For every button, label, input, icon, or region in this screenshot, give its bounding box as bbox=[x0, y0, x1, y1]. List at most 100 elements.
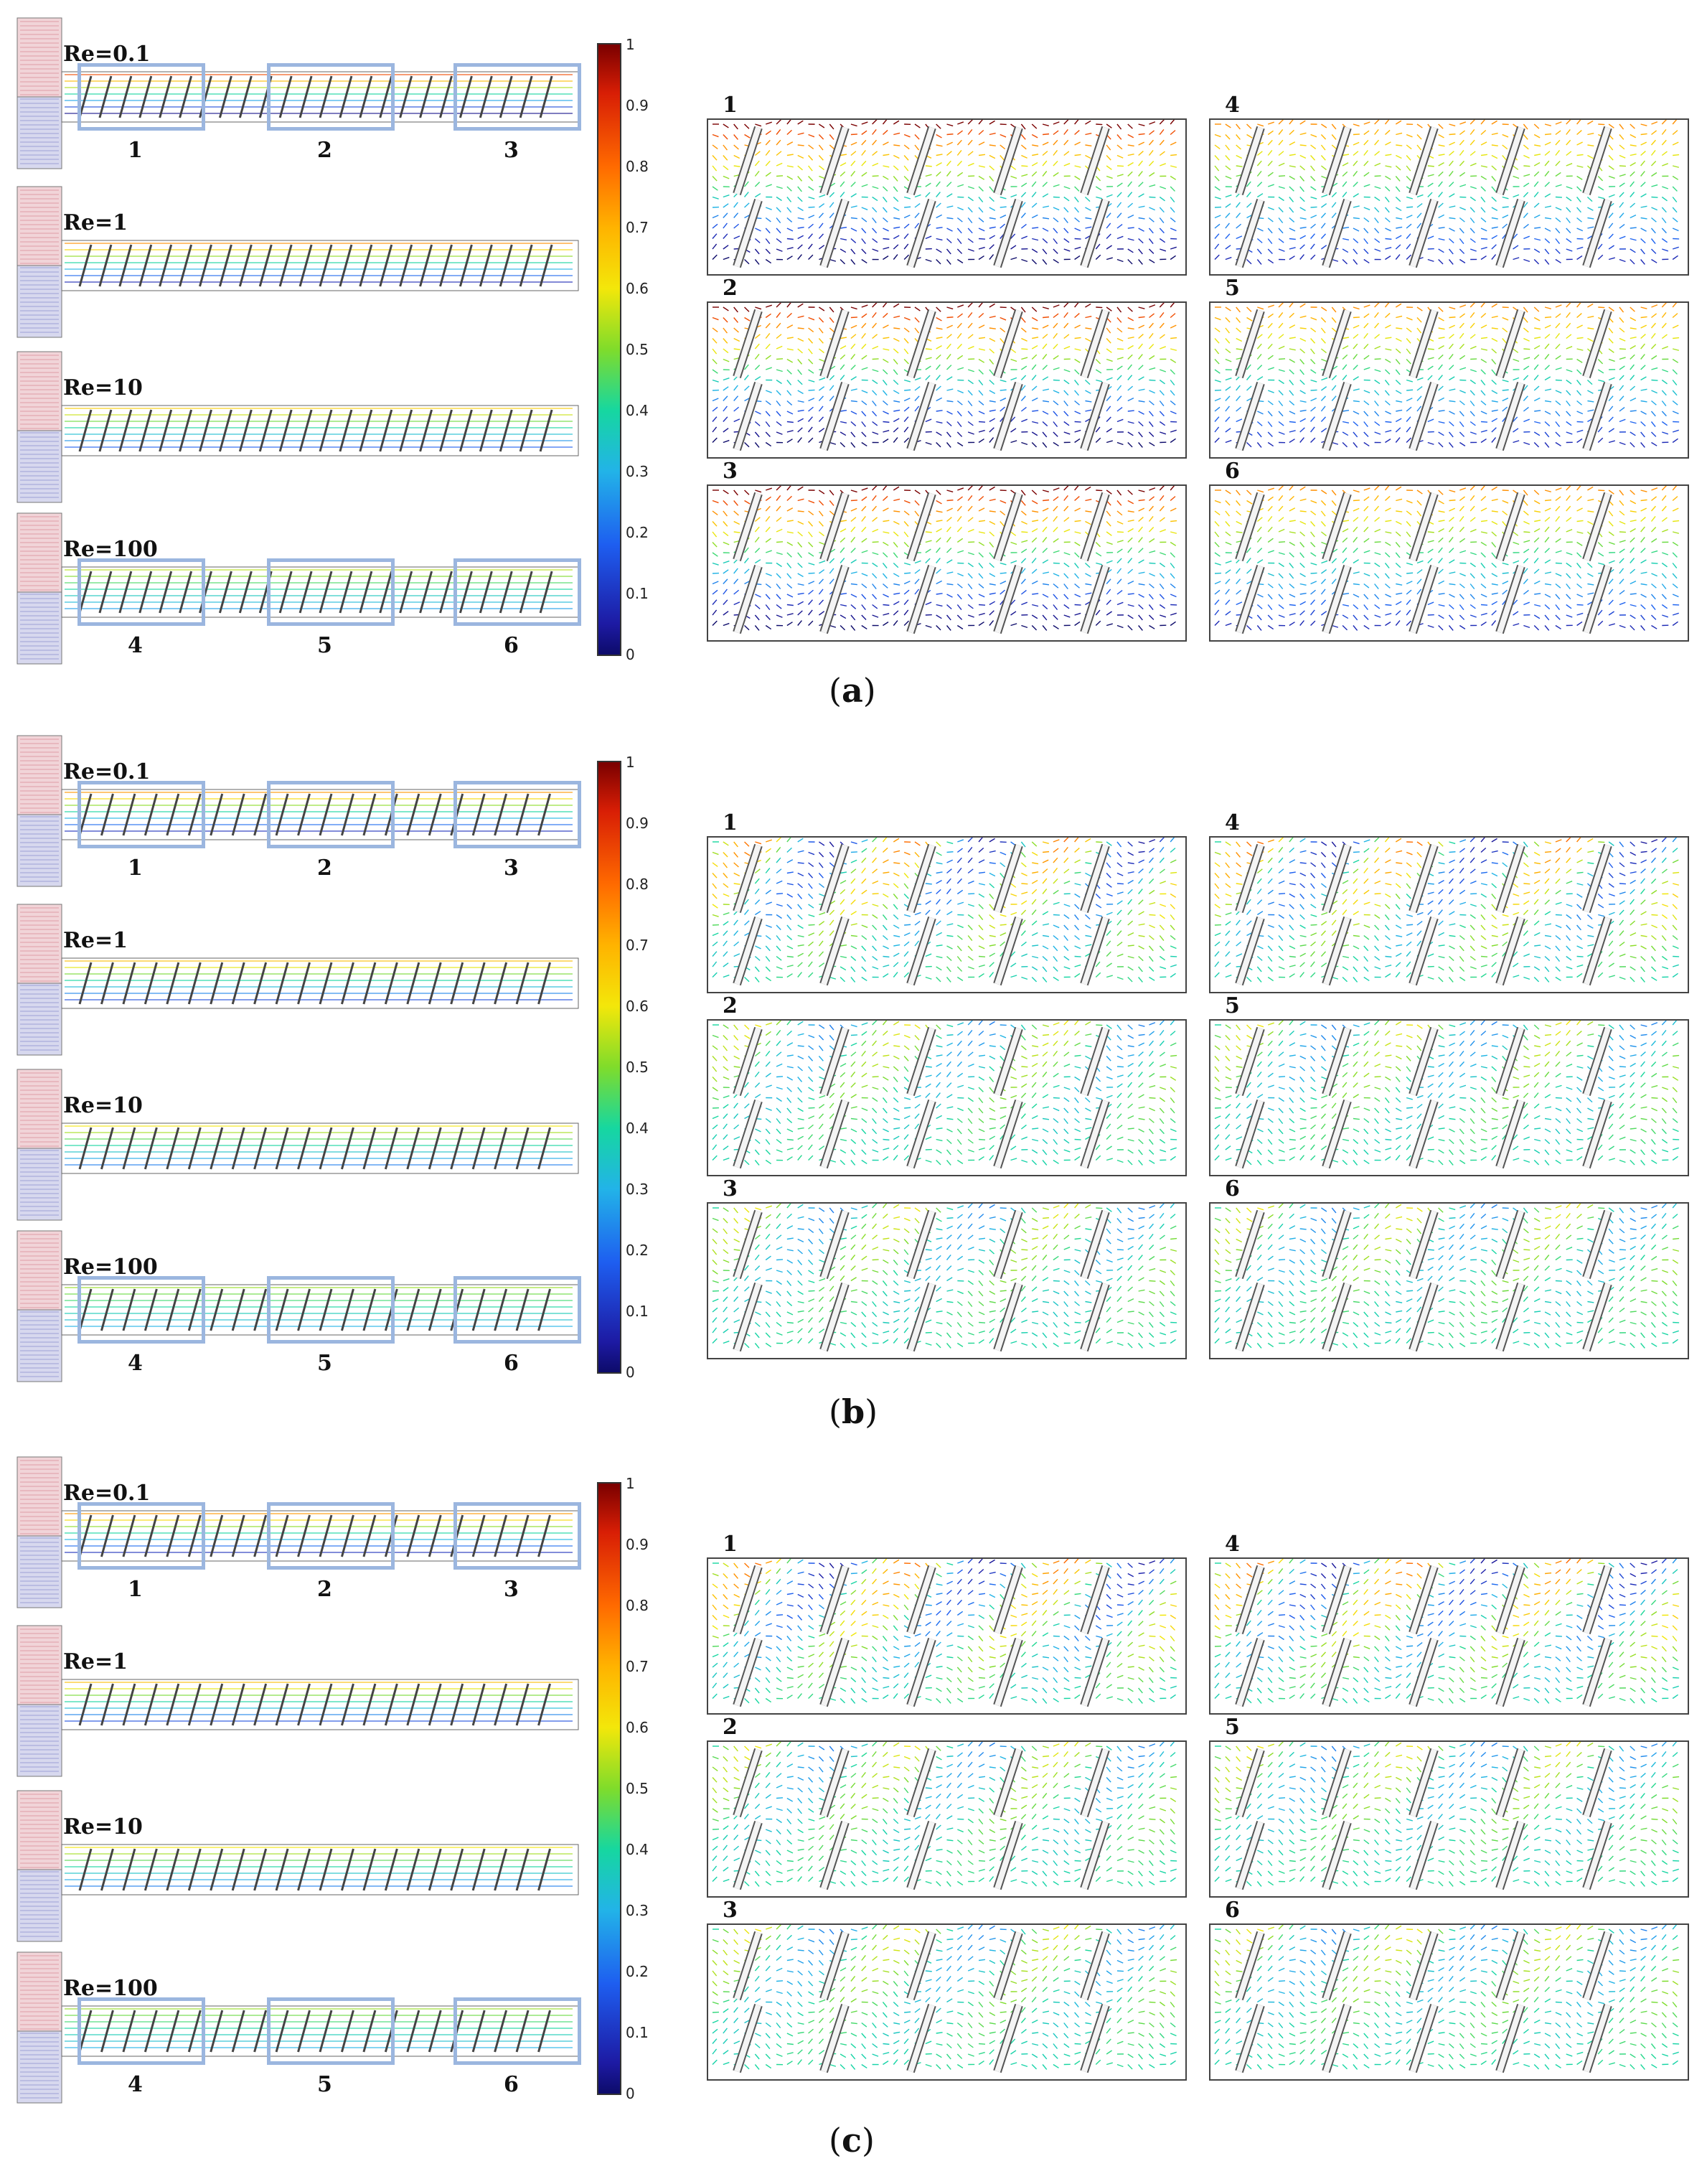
baffle bbox=[122, 1683, 136, 1726]
baffle bbox=[187, 1288, 202, 1331]
baffle bbox=[298, 75, 313, 118]
re-label: Re=100 bbox=[63, 1976, 158, 2001]
baffle bbox=[275, 1683, 289, 1726]
baffle bbox=[78, 75, 93, 118]
zoom-panel-number: 3 bbox=[723, 1176, 738, 1201]
baffle bbox=[515, 1127, 530, 1170]
colorbar bbox=[597, 1482, 621, 2095]
baffle bbox=[494, 1288, 508, 1331]
zoom-panel bbox=[1209, 1019, 1689, 1176]
baffle bbox=[122, 793, 136, 836]
zoom-panel-number: 3 bbox=[723, 459, 738, 484]
colorbar-tick: 0.6 bbox=[626, 1719, 649, 1736]
baffle bbox=[384, 1848, 398, 1891]
baffle bbox=[231, 1514, 245, 1557]
baffle bbox=[179, 244, 193, 287]
velocity-vector-field bbox=[1214, 1204, 1680, 1352]
baffle bbox=[166, 1848, 180, 1891]
velocity-vector-field bbox=[1214, 838, 1680, 986]
baffle bbox=[339, 409, 353, 452]
panel-caption: (a) bbox=[829, 671, 876, 710]
zoom-panel-number: 5 bbox=[1225, 993, 1240, 1018]
baffle bbox=[298, 409, 313, 452]
baffle bbox=[166, 962, 180, 1005]
baffle bbox=[138, 571, 153, 614]
overview-flow-plot bbox=[17, 186, 579, 338]
zoom-panel bbox=[1209, 484, 1689, 642]
baffle bbox=[428, 1127, 442, 1170]
colorbar-tick: 0.6 bbox=[626, 998, 649, 1015]
baffle bbox=[341, 962, 354, 1005]
highlight-box-number: 6 bbox=[504, 633, 519, 658]
baffle bbox=[275, 1848, 289, 1891]
baffle bbox=[406, 962, 420, 1005]
baffle bbox=[231, 962, 245, 1005]
baffle bbox=[144, 2010, 158, 2053]
baffle bbox=[144, 1514, 158, 1557]
baffle bbox=[199, 409, 212, 452]
baffle bbox=[499, 244, 513, 287]
baffle bbox=[166, 793, 180, 836]
highlight-box-number: 1 bbox=[128, 138, 143, 163]
colorbar bbox=[597, 43, 621, 656]
baffle bbox=[319, 571, 333, 614]
baffle bbox=[231, 1848, 245, 1891]
baffle bbox=[253, 2010, 268, 2053]
baffle bbox=[297, 1127, 311, 1170]
highlight-box-number: 3 bbox=[504, 138, 519, 163]
re-label: Re=100 bbox=[63, 537, 158, 562]
zoom-panel-number: 3 bbox=[723, 1898, 738, 1923]
zoom-panel-number: 2 bbox=[723, 276, 738, 301]
baffle bbox=[78, 1514, 93, 1557]
baffle bbox=[122, 1848, 136, 1891]
baffle bbox=[519, 571, 533, 614]
colorbar-tick: 0.1 bbox=[626, 585, 649, 602]
highlight-box bbox=[453, 1276, 581, 1344]
colorbar-tick: 1 bbox=[626, 36, 635, 53]
zoom-panel bbox=[1209, 301, 1689, 459]
colorbar-tick: 0.7 bbox=[626, 937, 649, 954]
zoom-panel bbox=[707, 1557, 1187, 1715]
baffle bbox=[537, 1683, 551, 1726]
inlet-a bbox=[17, 1069, 62, 1149]
baffle bbox=[339, 571, 353, 614]
colorbar-tick: 0.8 bbox=[626, 876, 649, 893]
baffle bbox=[78, 244, 93, 287]
overview-flow-plot bbox=[17, 735, 579, 887]
baffle bbox=[278, 244, 293, 287]
velocity-vector-field bbox=[712, 1925, 1177, 2073]
velocity-vector-field bbox=[712, 120, 1177, 268]
baffle bbox=[406, 1288, 420, 1331]
baffle bbox=[428, 1514, 442, 1557]
baffle bbox=[459, 409, 473, 452]
baffle bbox=[144, 1288, 158, 1331]
baffle bbox=[359, 409, 373, 452]
baffle bbox=[539, 244, 553, 287]
baffle bbox=[78, 1683, 93, 1726]
baffle bbox=[479, 75, 493, 118]
highlight-box bbox=[77, 1502, 205, 1570]
baffle bbox=[537, 2010, 551, 2053]
baffle bbox=[297, 1683, 311, 1726]
highlight-box-number: 3 bbox=[504, 856, 519, 881]
zoom-panel bbox=[707, 1740, 1187, 1898]
overview-channel: Re=1 bbox=[14, 901, 588, 1059]
zoom-panel bbox=[707, 301, 1187, 459]
re-label: Re=10 bbox=[63, 375, 143, 400]
colorbar bbox=[597, 761, 621, 1374]
baffle bbox=[341, 1848, 354, 1891]
inlet-b bbox=[17, 1309, 62, 1382]
highlight-box-number: 2 bbox=[317, 1577, 332, 1602]
baffle bbox=[199, 244, 212, 287]
baffle bbox=[406, 1848, 420, 1891]
baffle bbox=[122, 962, 136, 1005]
colorbar-tick: 0.1 bbox=[626, 1303, 649, 1320]
highlight-box bbox=[453, 63, 581, 131]
overview-flow-plot bbox=[17, 1790, 579, 1942]
baffle bbox=[319, 409, 333, 452]
baffle bbox=[78, 1288, 93, 1331]
colorbar-tick: 1 bbox=[626, 754, 635, 771]
baffle bbox=[439, 75, 453, 118]
baffle bbox=[384, 1683, 398, 1726]
baffle bbox=[138, 244, 153, 287]
